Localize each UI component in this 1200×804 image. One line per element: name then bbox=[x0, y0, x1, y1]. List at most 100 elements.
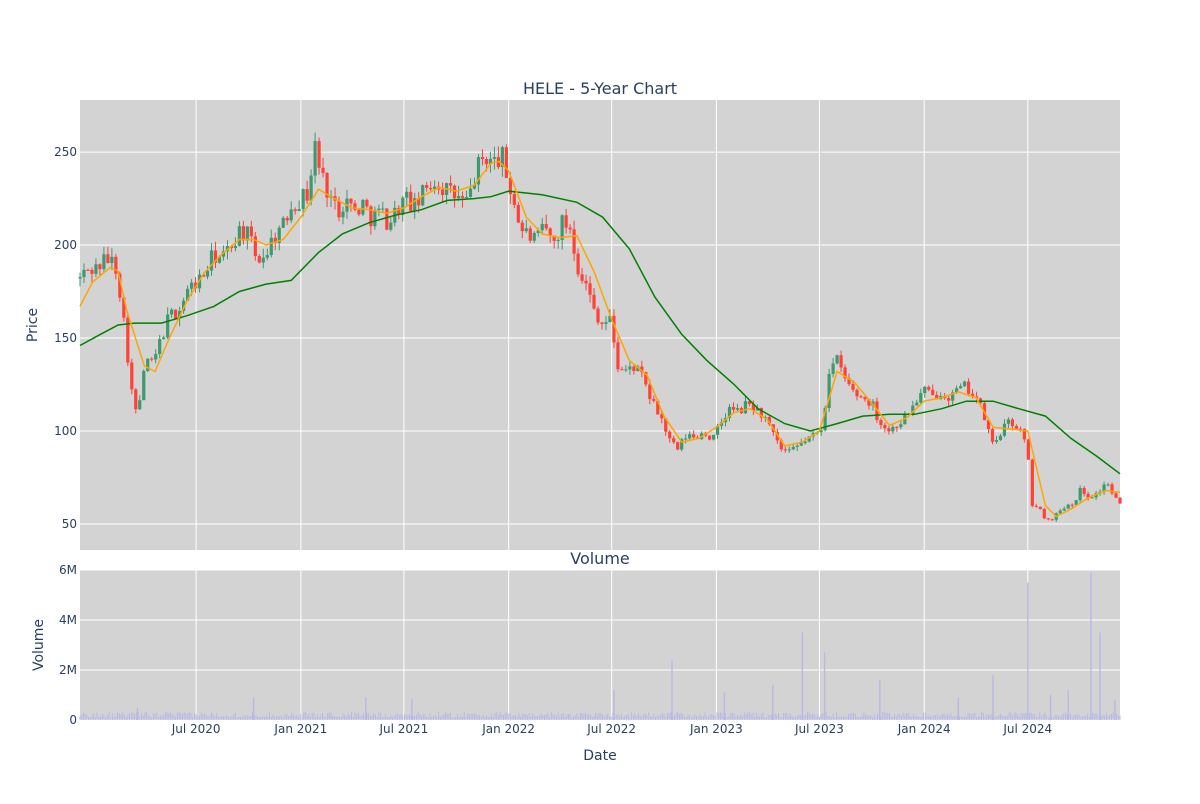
candle-body bbox=[480, 157, 485, 160]
candle-body bbox=[134, 389, 138, 410]
candle-body bbox=[162, 337, 166, 340]
volume-bar bbox=[359, 715, 361, 720]
candle-body bbox=[114, 256, 118, 274]
candle-body bbox=[488, 158, 493, 165]
volume-bar bbox=[467, 713, 469, 720]
price-candle bbox=[751, 400, 756, 415]
volume-bar bbox=[684, 716, 686, 720]
volume-bar bbox=[646, 715, 648, 720]
volume-bar bbox=[323, 716, 325, 720]
price-candle bbox=[281, 216, 285, 229]
price-candle bbox=[632, 363, 636, 375]
volume-bar bbox=[953, 716, 955, 720]
volume-bar bbox=[1119, 715, 1121, 720]
volume-bar bbox=[127, 714, 129, 720]
price-candle bbox=[1034, 503, 1038, 508]
volume-bar bbox=[199, 715, 201, 720]
candle-body bbox=[213, 250, 218, 263]
volume-bar bbox=[216, 713, 218, 720]
candle-body bbox=[596, 308, 600, 323]
price-candle bbox=[719, 418, 724, 430]
candle-body bbox=[612, 315, 616, 343]
volume-bar bbox=[670, 711, 672, 720]
volume-bar bbox=[296, 715, 298, 720]
volume-bar bbox=[463, 711, 465, 720]
volume-bar bbox=[1046, 715, 1048, 720]
volume-bar bbox=[714, 715, 716, 720]
volume-bar bbox=[1001, 714, 1003, 720]
candle-body bbox=[859, 396, 863, 398]
candle-body bbox=[883, 424, 887, 429]
volume-bar bbox=[1097, 715, 1099, 720]
volume-bar bbox=[135, 712, 137, 720]
volume-bar bbox=[779, 716, 781, 720]
price-candle bbox=[209, 243, 214, 276]
price-candle bbox=[78, 272, 82, 287]
volume-bar bbox=[926, 715, 928, 720]
volume-bar bbox=[446, 713, 448, 720]
price-candle bbox=[596, 306, 600, 325]
volume-bar bbox=[98, 716, 100, 720]
volume-bar bbox=[368, 713, 370, 720]
volume-bar bbox=[709, 714, 711, 720]
price-candle bbox=[731, 402, 736, 414]
volume-bar bbox=[1081, 716, 1083, 720]
volume-bar bbox=[583, 714, 585, 720]
candle-body bbox=[1070, 504, 1074, 506]
volume-bar bbox=[398, 714, 400, 720]
candle-body bbox=[660, 414, 664, 419]
price-candle bbox=[289, 201, 293, 224]
candle-body bbox=[544, 223, 548, 229]
date-x-tick-label: Jul 2022 bbox=[586, 722, 636, 736]
candle-body bbox=[767, 417, 771, 425]
price-candle bbox=[433, 180, 437, 194]
volume-bar bbox=[543, 715, 545, 720]
candle-body bbox=[1042, 508, 1046, 519]
volume-bar bbox=[960, 716, 962, 720]
volume-bar bbox=[882, 712, 884, 720]
candle-body bbox=[1106, 484, 1110, 486]
volume-bar bbox=[470, 714, 472, 720]
volume-bar bbox=[147, 715, 149, 720]
candle-body bbox=[727, 406, 732, 419]
candle-body bbox=[863, 396, 867, 400]
volume-bar bbox=[643, 714, 645, 720]
volume-bar bbox=[436, 717, 438, 720]
volume-bar bbox=[91, 715, 93, 720]
volume-bar bbox=[1011, 715, 1013, 720]
price-candle bbox=[835, 354, 839, 365]
candle-body bbox=[600, 322, 604, 324]
price-candle bbox=[1078, 485, 1082, 503]
volume-bar bbox=[757, 715, 759, 720]
volume-bar bbox=[270, 716, 272, 720]
volume-bar-spike bbox=[823, 652, 826, 720]
volume-bar bbox=[475, 713, 477, 720]
volume-bar bbox=[593, 715, 595, 720]
volume-bar bbox=[511, 716, 513, 720]
price-candle bbox=[468, 178, 473, 198]
volume-bar bbox=[238, 716, 240, 720]
price-candle bbox=[564, 208, 568, 234]
volume-bar bbox=[947, 714, 949, 720]
candle-body bbox=[1034, 505, 1038, 507]
candle-body bbox=[516, 204, 520, 223]
volume-bar bbox=[332, 715, 334, 720]
volume-bar bbox=[383, 716, 385, 720]
volume-bar bbox=[870, 715, 872, 720]
volume-bar bbox=[653, 713, 655, 720]
candle-body bbox=[508, 177, 512, 195]
volume-bar bbox=[142, 715, 144, 720]
candle-body bbox=[205, 270, 210, 277]
price-candle bbox=[672, 435, 676, 445]
volume-bar bbox=[188, 711, 190, 720]
volume-bar bbox=[605, 715, 607, 720]
volume-bar bbox=[164, 712, 166, 720]
volume-bar bbox=[99, 716, 101, 720]
volume-bar bbox=[96, 712, 98, 720]
volume-bar bbox=[484, 717, 486, 720]
candle-body bbox=[664, 418, 668, 432]
volume-bar bbox=[236, 717, 238, 720]
price-candle bbox=[994, 435, 999, 444]
volume-bar bbox=[830, 717, 832, 720]
price-candle bbox=[568, 224, 572, 234]
